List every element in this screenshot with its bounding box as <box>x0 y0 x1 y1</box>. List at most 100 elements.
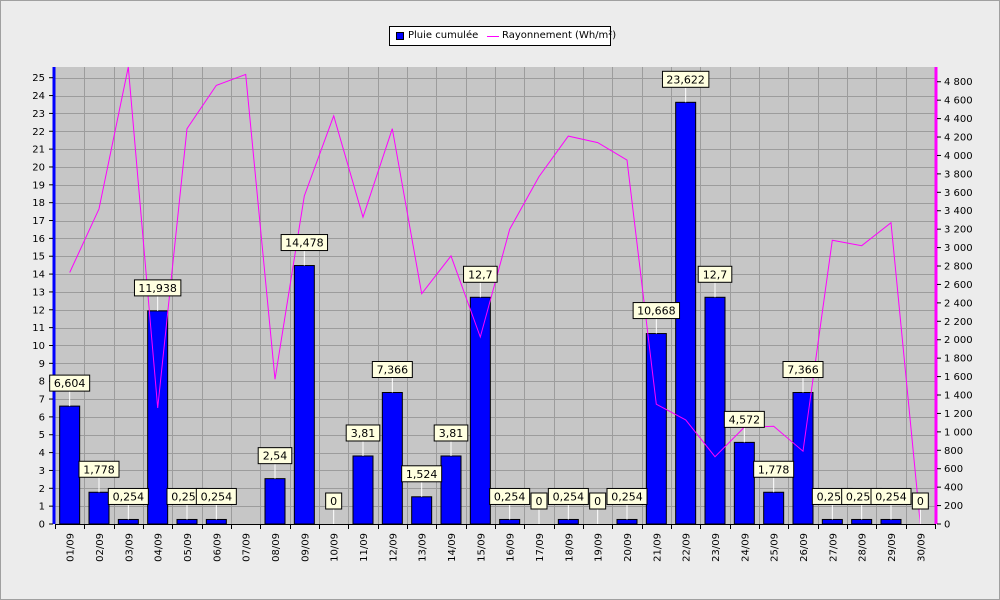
x-axis-tick-label: 26/09 <box>799 533 810 562</box>
data-label-box <box>723 410 765 428</box>
bar <box>293 265 315 525</box>
data-label: 2,54 <box>263 450 288 463</box>
x-axis-tick-label: 07/09 <box>242 533 253 562</box>
left-axis-tick-label: 3 <box>39 466 45 477</box>
data-label: 0 <box>536 495 543 508</box>
data-label: 1,778 <box>758 463 790 476</box>
right-axis-tick-label: 200 <box>944 501 963 512</box>
data-label: 0,254 <box>201 490 233 503</box>
data-label-box <box>697 265 733 283</box>
data-label: 12,7 <box>703 268 728 281</box>
data-label-box <box>280 234 329 252</box>
bar <box>88 491 110 525</box>
right-axis-tick-label: 4 200 <box>944 133 973 144</box>
x-axis-tick-label: 04/09 <box>154 533 165 562</box>
x-axis-tick-label: 23/09 <box>711 533 722 562</box>
right-axis-tick-label: 600 <box>944 464 963 475</box>
right-axis-tick-label: 400 <box>944 483 963 494</box>
x-axis-tick-label: 02/09 <box>95 533 106 562</box>
bar <box>704 296 726 525</box>
x-axis-tick-label: 06/09 <box>212 533 223 562</box>
left-axis-tick-label: 18 <box>32 198 45 209</box>
data-label-box <box>489 487 531 505</box>
right-axis-tick-label: 1 200 <box>944 409 973 420</box>
left-axis-tick-label: 12 <box>32 305 45 316</box>
left-axis-tick-label: 24 <box>32 91 45 102</box>
data-label: 0 <box>594 495 601 508</box>
x-axis-tick-label: 05/09 <box>183 533 194 562</box>
x-axis-tick-label: 29/09 <box>887 533 898 562</box>
data-label: 1,778 <box>83 463 115 476</box>
data-label-box <box>107 487 149 505</box>
x-axis-tick-label: 22/09 <box>682 533 693 562</box>
data-label-box <box>195 487 237 505</box>
right-axis-tick-label: 1 400 <box>944 391 973 402</box>
legend-label-rain: Pluie cumulée <box>408 30 479 41</box>
legend-swatch-rain <box>396 32 404 40</box>
left-axis-tick-label: 11 <box>32 323 45 334</box>
x-axis-tick-label: 21/09 <box>652 533 663 562</box>
data-label: 0,254 <box>611 490 643 503</box>
data-label: 0,254 <box>846 490 878 503</box>
right-axis-tick-label: 3 200 <box>944 225 973 236</box>
left-axis-tick-label: 1 <box>39 502 45 513</box>
right-axis-tick-label: 3 800 <box>944 169 973 180</box>
right-axis-tick-label: 3 400 <box>944 206 973 217</box>
bar <box>440 455 462 525</box>
bar <box>557 518 579 525</box>
left-axis-tick-label: 10 <box>32 341 45 352</box>
x-axis-tick-label: 19/09 <box>594 533 605 562</box>
right-axis-tick-label: 0 <box>944 520 950 531</box>
x-axis-tick-label: 01/09 <box>66 533 77 562</box>
data-label: 3,81 <box>439 427 464 440</box>
x-axis-tick-label: 28/09 <box>858 533 869 562</box>
data-label: 0 <box>917 495 924 508</box>
data-label: 14,478 <box>285 237 324 250</box>
data-label-box <box>547 487 589 505</box>
data-label-box <box>78 460 120 478</box>
data-label: 10,668 <box>637 305 676 318</box>
data-label: 0,254 <box>553 490 585 503</box>
left-axis-tick-label: 5 <box>39 430 45 441</box>
x-axis-tick-label: 30/09 <box>916 533 927 562</box>
left-axis-tick-label: 6 <box>39 412 45 423</box>
data-label-box <box>870 487 912 505</box>
data-label-box <box>433 424 469 442</box>
data-label-box <box>911 492 929 510</box>
right-axis-tick-label: 2 200 <box>944 317 973 328</box>
right-axis-tick-label: 4 600 <box>944 96 973 107</box>
legend: Pluie cumulée Rayonnement (Wh/m²) <box>389 26 616 46</box>
data-label: 4,572 <box>729 413 761 426</box>
data-label: 12,7 <box>468 268 493 281</box>
bar <box>733 441 755 525</box>
data-label-box <box>325 492 343 510</box>
x-axis-tick-label: 09/09 <box>300 533 311 562</box>
bar <box>880 518 902 525</box>
right-axis-tick-label: 3 600 <box>944 188 973 199</box>
bar <box>469 296 491 525</box>
bar <box>645 333 667 525</box>
data-label: 0 <box>330 495 337 508</box>
bar <box>616 518 638 525</box>
data-label-box <box>401 465 443 483</box>
right-axis-tick-label: 1 800 <box>944 354 973 365</box>
line-series-radiation <box>69 66 921 525</box>
bar <box>792 392 814 525</box>
right-axis-tick-label: 3 000 <box>944 243 973 254</box>
bar <box>411 496 433 525</box>
x-axis-tick-label: 12/09 <box>388 533 399 562</box>
x-axis-tick-label: 03/09 <box>124 533 135 562</box>
data-label: 23,622 <box>666 73 705 86</box>
left-axis-tick-label: 15 <box>32 252 45 263</box>
bar <box>264 478 286 525</box>
data-label: 0,254 <box>171 490 203 503</box>
data-label: 6,604 <box>54 377 86 390</box>
data-label-box <box>530 492 548 510</box>
data-label: 0,254 <box>817 490 849 503</box>
x-axis-tick-label: 10/09 <box>330 533 341 562</box>
data-label-box <box>257 447 293 465</box>
left-axis-tick-label: 17 <box>32 216 45 227</box>
bar <box>499 518 521 525</box>
bar <box>176 518 198 525</box>
data-label-box <box>463 265 498 283</box>
